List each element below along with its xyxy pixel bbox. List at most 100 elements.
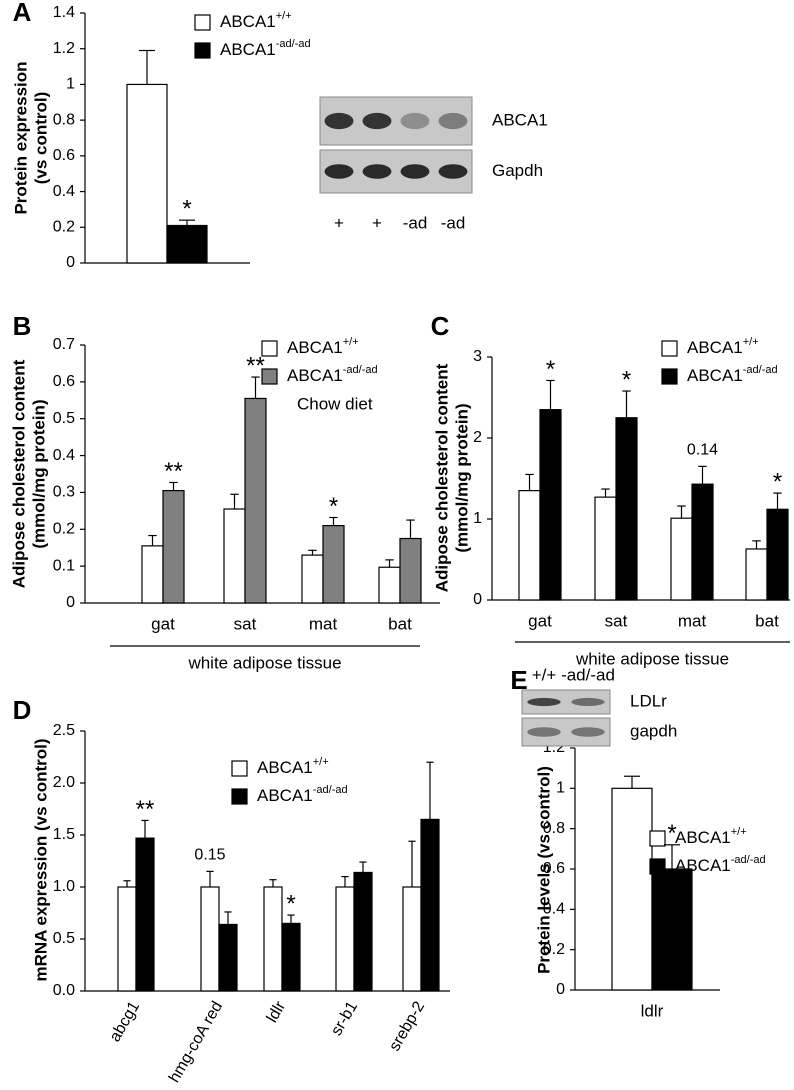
y-tick-label: 1.2 [53,40,75,57]
blot-band [438,112,468,130]
panel-letter: C [431,311,450,341]
legend-label: ABCA1+/+ [675,826,747,848]
x-tick-label: sat [234,614,257,633]
y-axis-label: (vs control) [31,92,50,185]
y-tick-label: 0.4 [543,901,565,918]
y-tick-label: 0.7 [53,336,75,353]
legend-label: ABCA1+/+ [220,10,292,32]
bar [420,818,440,992]
blot-band [400,112,430,130]
legend-label: ABCA1-ad/-ad [220,38,311,60]
y-axis-label: Adipose cholesterol content [432,363,451,592]
legend-sup: +/+ [276,10,292,22]
lane-label: + [372,213,382,232]
y-tick-label: 0.6 [53,147,75,164]
blot-band [400,164,430,179]
lane-label: -ad/-ad [561,665,615,684]
blot-band [324,164,354,179]
y-tick-label: 0.8 [543,820,565,837]
y-tick-label: 0.0 [53,982,75,999]
annotation: * [773,468,782,495]
y-tick-label: 0.3 [53,484,75,501]
bar [399,537,422,604]
blot-band [324,112,354,130]
x-tick-label: bat [388,614,412,633]
y-tick-label: 1.5 [53,826,75,843]
legend-name: ABCA1 [287,366,343,385]
y-tick-label: 0.5 [53,410,75,427]
bar [615,417,638,601]
legend-label: ABCA1-ad/-ad [687,364,778,386]
bar [301,554,324,604]
x-tick-label: sr-b1 [328,999,361,1039]
legend-swatch [661,340,678,357]
lane-label: -ad [441,213,466,232]
panel-letter: B [13,311,32,341]
legend-sup: -ad/-ad [731,854,766,866]
legend-label: ABCA1-ad/-ad [257,784,348,806]
note: Chow diet [297,394,373,413]
y-tick-label: 1 [66,76,75,93]
y-tick-label: 0.4 [53,447,75,464]
y-axis-label: Adipose cholesterol content [9,359,28,588]
legend-sup: -ad/-ad [743,364,778,376]
annotation: * [667,820,676,847]
annotation: ** [136,796,155,823]
legend-name: ABCA1 [257,786,313,805]
x-tick-label: gat [151,614,175,633]
y-tick-label: 0.5 [53,930,75,947]
bar [335,886,355,992]
x-tick-label: srebp-2 [386,999,428,1055]
blot-label: LDLr [630,691,667,710]
legend-label: ABCA1+/+ [287,336,359,358]
annotation: * [546,356,555,383]
legend-swatch [194,42,211,59]
y-tick-label: 0 [556,981,565,998]
x-tick-label: mat [309,614,338,633]
y-tick-label: 0.2 [53,521,75,538]
bar [539,409,562,601]
x-tick-label: bat [755,611,779,630]
panel-letter: A [13,0,32,27]
bar [218,923,238,992]
legend-sup: +/+ [343,336,359,348]
legend-name: ABCA1 [220,12,276,31]
legend-swatch [194,14,211,31]
y-tick-label: 2 [473,429,482,446]
y-tick-label: 1 [473,510,482,527]
legend-swatch [649,858,666,875]
legend-name: ABCA1 [257,758,313,777]
legend-label: ABCA1+/+ [687,336,759,358]
bar [322,524,345,604]
lane-label: +/+ [532,665,557,684]
legend-name: ABCA1 [675,828,731,847]
legend-sup: +/+ [313,756,329,768]
bar [611,787,653,991]
x-tick-label: ldlr [264,998,290,1026]
lane-label: -ad [403,213,428,232]
y-axis-label: mRNA expression (vs control) [31,738,50,981]
legend-swatch [661,368,678,385]
bar [670,517,693,601]
y-tick-label: 0.6 [53,373,75,390]
bar [162,489,185,604]
y-tick-label: 0 [473,591,482,608]
y-tick-label: 0 [66,594,75,611]
x-tick-label: abcg1 [107,999,144,1045]
y-tick-label: 1.0 [53,878,75,895]
group-label: white adipose tissue [575,649,729,668]
bar [651,868,693,991]
y-tick-label: 2.5 [53,722,75,739]
legend-swatch [649,830,666,847]
y-tick-label: 3 [473,348,482,365]
blot-band [571,697,605,707]
bar [594,496,617,601]
annotation: * [286,890,295,917]
x-tick-label: gat [528,611,552,630]
panel-letter: D [13,695,32,725]
blot-band [438,164,468,179]
bar [223,508,246,604]
legend-name: ABCA1 [220,40,276,59]
blot-label: gapdh [630,721,677,740]
